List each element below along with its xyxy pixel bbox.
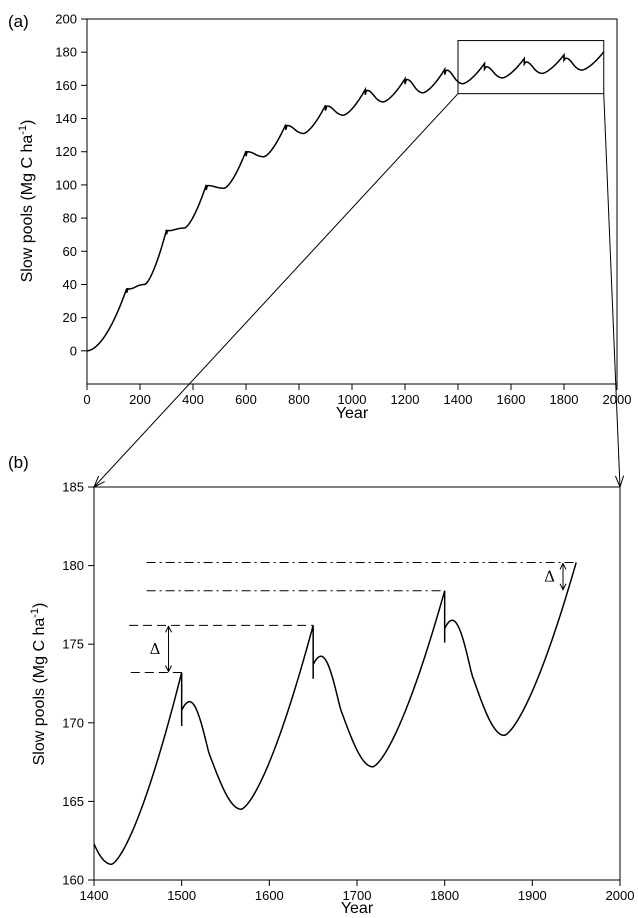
b-y-tick-label: 160 (62, 873, 84, 888)
panel-b-y-ticks: 160 165 170 175 180 185 (62, 480, 94, 888)
panel-a-y-ticks: 0 20 40 60 80 100 120 140 160 180 200 (55, 12, 87, 358)
panel-b: (b) 1400 1500 1600 1700 1800 1900 2000 1601651… (8, 453, 634, 917)
a-y-tick-label: 120 (55, 144, 77, 159)
b-y-tick-label: 175 (62, 637, 84, 652)
panel-b-series-line (93, 562, 577, 866)
b-x-tick-label: 2000 (606, 888, 635, 903)
a-y-tick-label: 80 (63, 211, 77, 226)
zoom-connector-left (93, 93, 459, 488)
a-x-tick-label: 800 (288, 392, 310, 407)
a-x-tick-label: 200 (129, 392, 151, 407)
a-y-tick-label: 0 (70, 343, 77, 358)
a-y-tick-label: 140 (55, 111, 77, 126)
panel-a: (a) 0 200 400 600 800 1000 1200 1400 1600 1800 200… (8, 12, 631, 423)
delta-arrowhead-up (559, 562, 567, 570)
delta-label: Δ (544, 568, 555, 586)
a-x-tick-label: 2000 (603, 392, 632, 407)
panel-a-plot-frame (86, 18, 618, 385)
a-y-tick-label: 20 (63, 310, 77, 325)
panel-b-x-ticks: 1400 1500 1600 1700 1800 1900 2000 (80, 880, 635, 903)
delta-arrowhead-down (165, 665, 172, 673)
a-x-tick-label: 0 (83, 392, 90, 407)
b-y-tick-label: 180 (62, 558, 84, 573)
b-y-tick-label: 170 (62, 715, 84, 730)
a-y-tick-label: 60 (63, 244, 77, 259)
b-y-tick-label: 185 (62, 480, 84, 495)
b-x-tick-label: 1700 (343, 888, 372, 903)
b-x-tick-label: 1500 (167, 888, 196, 903)
delta-label: Δ (150, 640, 161, 658)
panel-b-y-axis-title: Slow pools (Mg C ha-1) (29, 603, 48, 766)
panel-a-label: (a) (8, 12, 29, 31)
a-y-tick-label: 100 (55, 177, 77, 192)
panel-a-series-line (86, 51, 605, 352)
b-x-tick-label: 1600 (255, 888, 284, 903)
a-x-tick-label: 1000 (338, 392, 367, 407)
panel-a-x-axis-title: Year (336, 405, 369, 422)
panel-b-plot-frame (93, 486, 621, 881)
panel-a-y-axis-title: Slow pools (Mg C ha-1) (17, 120, 36, 283)
a-x-tick-label: 1200 (391, 392, 420, 407)
panel-a-zoom-box (457, 40, 605, 95)
a-x-tick-label: 1600 (497, 392, 526, 407)
panel-a-x-ticks: 0 200 400 600 800 1000 1200 1400 1600 1800 2000 (83, 384, 631, 407)
a-x-tick-label: 400 (182, 392, 204, 407)
b-y-tick-label: 165 (62, 794, 84, 809)
b-x-tick-label: 1800 (430, 888, 459, 903)
panel-b-x-axis-title: Year (341, 900, 374, 917)
a-y-tick-label: 40 (63, 277, 77, 292)
delta-arrowhead-down (559, 583, 567, 591)
a-y-tick-label: 180 (55, 45, 77, 60)
a-y-tick-label: 200 (55, 12, 77, 27)
a-x-tick-label: 1400 (444, 392, 473, 407)
delta-arrowhead-up (165, 625, 172, 633)
panel-b-label: (b) (8, 453, 29, 472)
b-x-tick-label: 1900 (518, 888, 547, 903)
a-x-tick-label: 600 (235, 392, 257, 407)
panel-b-delta-annotations: ΔΔ (129, 561, 577, 673)
zoom-connector-right (603, 93, 621, 488)
b-x-tick-label: 1400 (80, 888, 109, 903)
a-y-tick-label: 160 (55, 78, 77, 93)
a-x-tick-label: 1800 (550, 392, 579, 407)
